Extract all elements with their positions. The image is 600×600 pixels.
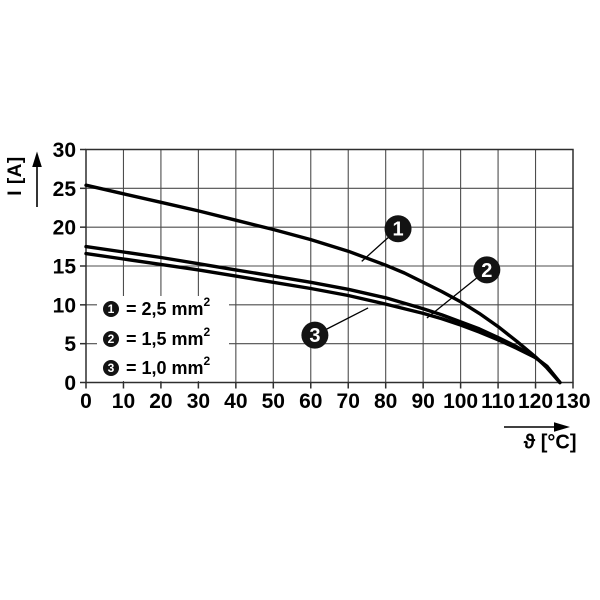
x-tick-label: 20	[149, 390, 172, 413]
x-tick-label: 80	[374, 390, 397, 413]
legend-label-1: = 2,5 mm2	[126, 295, 211, 319]
callout-badge-3	[301, 321, 329, 349]
callout-badge-1	[384, 215, 412, 243]
legend-item-3: 3 = 1,0 mm2	[103, 354, 229, 378]
callout-badge-label-3: 3	[309, 325, 320, 347]
y-axis-arrowhead-icon	[32, 151, 42, 167]
y-tick-label: 25	[53, 178, 77, 201]
x-tick-label: 110	[481, 390, 515, 413]
x-axis-label: ϑ [°C]	[523, 431, 577, 454]
x-tick-label: 60	[299, 390, 322, 413]
x-tick-label: 0	[80, 390, 92, 413]
y-tick-label: 10	[53, 294, 76, 317]
x-axis-arrowhead-icon	[554, 422, 570, 432]
x-tick-label: 10	[112, 390, 135, 413]
y-tick-label: 0	[64, 372, 76, 395]
legend-label-3: = 1,0 mm2	[126, 354, 211, 378]
y-tick-label: 30	[53, 139, 76, 162]
x-tick-label: 90	[411, 390, 434, 413]
curve-1	[84, 183, 562, 385]
x-tick-label: 120	[518, 390, 553, 413]
x-tick-label: 40	[224, 390, 247, 413]
x-tick-label: 130	[555, 390, 590, 413]
legend: 1 = 2,5 mm2 2 = 1,5 mm2 3 = 1,0 mm2	[97, 296, 229, 381]
x-tick-label: 70	[337, 390, 360, 413]
callout-badge-label-2: 2	[481, 260, 492, 282]
curve-3	[84, 251, 562, 385]
legend-marker-3: 3	[103, 360, 119, 376]
legend-item-1: 1 = 2,5 mm2	[103, 295, 229, 319]
legend-marker-2: 2	[103, 330, 119, 347]
legend-marker-1: 1	[103, 301, 119, 317]
y-tick-label: 5	[64, 333, 76, 356]
legend-item-2: 2 = 1,5 mm2	[103, 324, 229, 349]
x-tick-label: 50	[262, 390, 285, 413]
callout-badge-label-1: 1	[392, 219, 403, 241]
x-tick-label: 30	[187, 390, 210, 413]
x-tick-label: 100	[443, 390, 478, 413]
y-tick-label: 15	[53, 256, 77, 279]
callout-badge-2	[473, 256, 501, 284]
y-tick-label: 20	[53, 217, 76, 240]
y-axis-label: I [A]	[5, 156, 26, 196]
legend-label-2: = 1,5 mm2	[126, 324, 211, 349]
